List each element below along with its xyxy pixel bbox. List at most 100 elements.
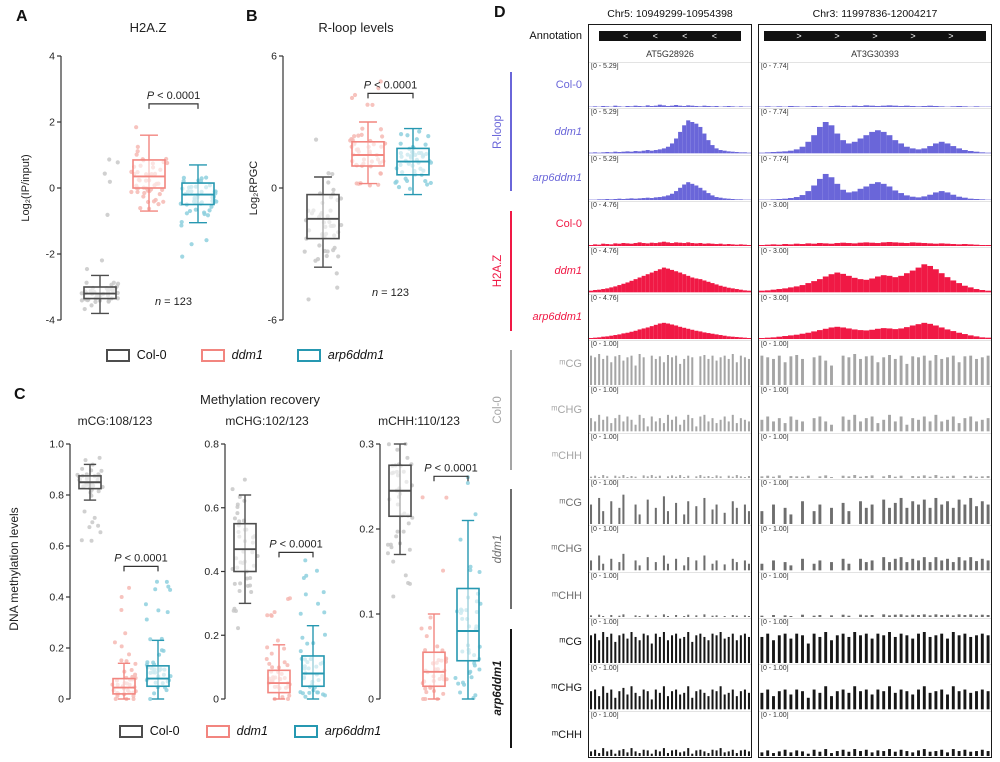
d-track-label: ᵐCHG: [551, 404, 582, 417]
track-range-label: [0 - 7.74]: [761, 155, 789, 163]
svg-text:0: 0: [213, 694, 219, 706]
d-track-label: arp6ddm1: [532, 311, 582, 324]
svg-text:n = 123: n = 123: [155, 296, 192, 308]
panel-b-label: B: [246, 8, 258, 25]
svg-text:2: 2: [49, 117, 55, 129]
svg-text:0: 0: [271, 183, 277, 195]
genome-track: [0 - 4.76]: [589, 200, 751, 247]
d-track-label: ᵐCG: [559, 496, 582, 509]
genome-track: [0 - 3.00]: [759, 247, 991, 293]
legend-label-col0: Col-0: [149, 724, 180, 738]
svg-text:6: 6: [271, 51, 277, 63]
legend-label-ddm1: ddm1: [231, 348, 263, 362]
svg-text:0.6: 0.6: [49, 541, 64, 553]
panel-c-label: C: [14, 386, 26, 403]
mchg-subtitle: mCHG:102/123: [225, 414, 309, 428]
genome-track: [0 - 1.00]: [589, 664, 751, 710]
legend-label-col0: Col-0: [136, 348, 167, 362]
genome-track: [0 - 1.00]: [759, 432, 991, 479]
track-range-label: [0 - 1.00]: [761, 572, 789, 580]
track-range-label: [0 - 1.00]: [591, 433, 619, 441]
svg-text:P < 0.0001: P < 0.0001: [424, 462, 478, 474]
d-group-label-3: ddm1: [490, 480, 520, 619]
d-group-label-1: H2A.Z: [490, 201, 520, 340]
track-range-label: [0 - 5.29]: [591, 63, 619, 70]
svg-text:0: 0: [49, 183, 55, 195]
ddm1-swatch: [205, 724, 230, 738]
genome-track: [0 - 1.00]: [759, 386, 991, 432]
d-group-label-2: Col-0: [490, 340, 520, 479]
genome-track: [0 - 1.00]: [759, 664, 991, 710]
track-range-label: [0 - 1.00]: [591, 618, 619, 626]
svg-text:0.4: 0.4: [49, 592, 64, 604]
svg-text:n = 123: n = 123: [372, 287, 409, 299]
legend-item-ddm1: ddm1: [205, 724, 268, 738]
track-range-label: [0 - 3.00]: [761, 201, 789, 209]
annotation-row: > > > > >: [759, 25, 991, 47]
d-header: D Chr5: 10949299-10954398 Chr3: 11997836…: [490, 4, 996, 24]
d-track-label: ᵐCHG: [551, 543, 582, 556]
d-track-label: arp6ddm1: [532, 172, 582, 185]
svg-text:P < 0.0001: P < 0.0001: [269, 538, 323, 550]
track-range-label: [0 - 1.00]: [591, 340, 619, 348]
gene-name: AT3G30393: [851, 49, 899, 59]
svg-text:1.0: 1.0: [49, 439, 64, 451]
track-range-label: [0 - 1.00]: [591, 665, 619, 673]
legend-item-arp6ddm1: arp6ddm1: [293, 724, 382, 738]
svg-text:0.2: 0.2: [359, 524, 374, 536]
track-range-label: [0 - 1.00]: [591, 387, 619, 395]
annotation-row: < < < <: [589, 25, 751, 47]
svg-text:Log₂(IP/input): Log₂(IP/input): [20, 154, 32, 221]
d-track-label: ᵐCG: [559, 636, 582, 649]
panel-b-title: R-loop levels: [318, 20, 394, 35]
svg-text:0.4: 0.4: [204, 566, 219, 578]
gene-name: AT5G28926: [646, 49, 694, 59]
h2az-boxplot: -4 -2 0 2 4 Log₂(IP/input) P < 0.0001 n = 123: [20, 51, 219, 327]
mchh-boxplot: 0 0.1 0.2 0.3 P < 0.0001: [359, 439, 483, 706]
track-range-label: [0 - 4.76]: [591, 201, 619, 209]
track-range-label: [0 - 3.00]: [761, 248, 789, 256]
mchg-boxplot: 0 0.2 0.4 0.6 0.8 P < 0.0001: [204, 439, 327, 706]
track-range-label: [0 - 1.00]: [591, 711, 619, 719]
arp6ddm1-swatch: [296, 348, 321, 362]
genome-track: [0 - 1.00]: [589, 386, 751, 432]
track-range-label: [0 - 1.00]: [761, 665, 789, 673]
track-range-label: [0 - 3.00]: [761, 294, 789, 302]
svg-text:0: 0: [58, 694, 64, 706]
svg-text:0.3: 0.3: [359, 439, 374, 451]
svg-text:0.6: 0.6: [204, 502, 219, 514]
d-header-spacer: D: [490, 4, 588, 24]
d-track-label: ᵐCHH: [551, 450, 582, 463]
legend-item-col0: Col-0: [118, 724, 180, 738]
genome-track: [0 - 5.29]: [589, 154, 751, 201]
genome-track: [0 - 4.76]: [589, 293, 751, 340]
d-track-label: ᵐCG: [559, 357, 582, 370]
legend-item-col0: Col-0: [105, 348, 167, 362]
c-y-axis-label: DNA methylation levels: [7, 507, 21, 631]
legend-item-arp6ddm1: arp6ddm1: [296, 348, 385, 362]
panel-d-genome-browser: D Chr5: 10949299-10954398 Chr3: 11997836…: [490, 4, 996, 758]
track-range-label: [0 - 1.00]: [591, 526, 619, 534]
legend-label-arp6ddm1: arp6ddm1: [324, 724, 382, 738]
track-range-label: [0 - 1.00]: [761, 340, 789, 348]
legend-label-arp6ddm1: arp6ddm1: [327, 348, 385, 362]
panel-d-label: D: [494, 4, 506, 21]
genome-track: [0 - 5.29]: [589, 62, 751, 108]
track-range-label: [0 - 1.00]: [761, 433, 789, 441]
genome-track: [0 - 1.00]: [589, 478, 751, 525]
genotype-legend-c: Col-0 ddm1 arp6ddm1: [10, 724, 490, 738]
genome-track: [0 - 3.00]: [759, 293, 991, 340]
genome-track: [0 - 4.76]: [589, 247, 751, 293]
genome-track: [0 - 3.00]: [759, 200, 991, 247]
track-range-label: [0 - 1.00]: [761, 479, 789, 487]
svg-text:0.8: 0.8: [49, 490, 64, 502]
d-track-label: Col-0: [555, 218, 582, 231]
mchh-subtitle: mCHH:110/123: [378, 414, 460, 428]
d-side-gap: [490, 47, 588, 62]
svg-text:P < 0.0001: P < 0.0001: [364, 79, 418, 91]
track-range-label: [0 - 1.00]: [591, 572, 619, 580]
gene-annotation-bar: < < < <: [598, 31, 742, 41]
d-track-label: ᵐCHH: [551, 589, 582, 602]
track-range-label: [0 - 5.29]: [591, 109, 619, 117]
